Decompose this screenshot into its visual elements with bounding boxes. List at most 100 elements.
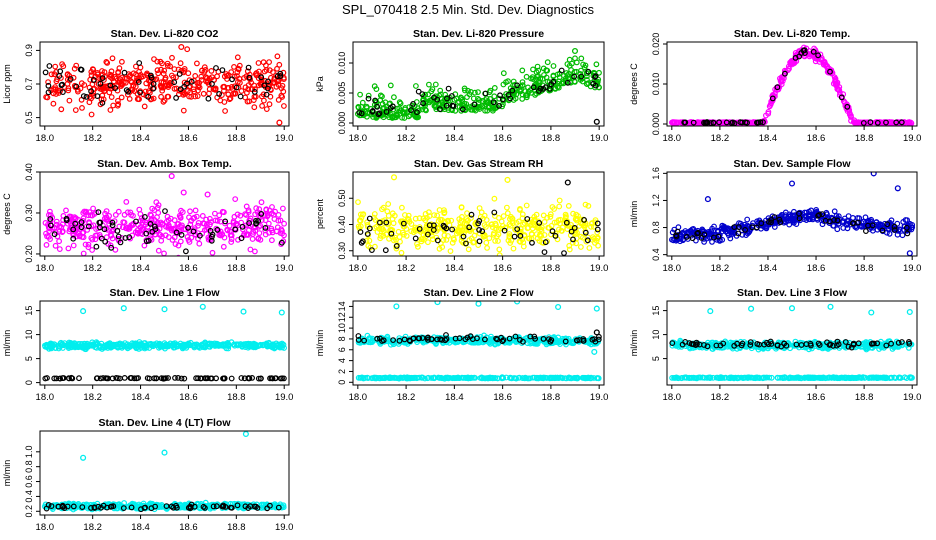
data-point-dark	[903, 224, 910, 231]
data-point-cloud	[582, 201, 589, 208]
data-point-dark	[463, 240, 469, 247]
data-point-cloud	[844, 101, 850, 108]
data-point-cloud	[222, 108, 229, 114]
data-point-cloud	[364, 338, 371, 345]
data-point-low	[547, 375, 553, 382]
outlier-point	[593, 329, 600, 336]
data-point-cloud	[505, 78, 511, 85]
data-point-cloud	[414, 241, 420, 247]
data-point-dark	[221, 375, 228, 382]
data-point-cloud	[496, 252, 503, 256]
data-point-dark	[375, 111, 382, 118]
data-point-cloud	[579, 78, 586, 85]
data-point-cloud	[190, 86, 197, 93]
data-point-cloud	[778, 81, 785, 88]
data-point-cloud	[66, 342, 72, 349]
data-point-cloud	[255, 236, 262, 242]
data-point-cloud	[578, 220, 584, 227]
data-point-cloud	[136, 339, 143, 345]
data-point-cloud	[528, 89, 535, 96]
data-point-cloud	[557, 220, 563, 227]
x-tick-label: 18.2	[711, 133, 730, 144]
data-point-dark	[580, 338, 587, 344]
data-point-dark	[524, 216, 531, 222]
data-point-cloud	[566, 242, 573, 249]
data-point-cloud	[234, 54, 241, 61]
data-point-cloud	[570, 210, 576, 217]
outlier-point	[555, 303, 562, 311]
data-point-cloud	[857, 119, 864, 126]
data-point-cloud	[77, 341, 83, 347]
data-point-cloud	[670, 119, 677, 126]
x-tick-label: 18.6	[807, 392, 826, 403]
data-point-dark	[101, 226, 108, 233]
data-point-cloud	[200, 90, 207, 97]
data-point-cloud	[783, 219, 789, 225]
data-point-dark	[393, 242, 400, 249]
data-point-cloud	[225, 342, 232, 349]
data-point-cloud	[100, 85, 107, 92]
data-point-dark	[109, 219, 116, 226]
data-point-dark	[114, 227, 121, 234]
data-point-dark	[681, 119, 688, 126]
data-point-cloud	[228, 236, 235, 243]
x-tick-label: 18.4	[131, 392, 150, 403]
data-point-cloud	[372, 243, 378, 250]
data-point-dark	[501, 227, 508, 234]
data-point-cloud	[594, 229, 601, 236]
data-point-dark	[815, 212, 821, 219]
data-point-low	[503, 374, 510, 381]
data-point-cloud	[377, 232, 384, 239]
data-point-cloud	[119, 81, 125, 88]
data-point-cloud	[491, 84, 498, 91]
data-point-cloud	[176, 212, 183, 219]
data-point-dark	[471, 101, 478, 108]
data-point-cloud	[516, 238, 523, 245]
data-point-cloud	[548, 222, 555, 229]
data-point-cloud	[130, 83, 137, 89]
data-point-cloud	[902, 119, 909, 126]
data-point-cloud	[388, 341, 394, 348]
data-point-cloud	[578, 244, 584, 250]
data-point-dark	[372, 97, 379, 104]
data-point-cloud	[110, 102, 117, 109]
panel-title: Stan. Dev. Line 3 Flow	[737, 287, 848, 299]
data-point-dark	[758, 220, 765, 227]
data-point-cloud	[199, 67, 205, 74]
outlier-point	[393, 303, 400, 310]
data-point-dark	[536, 87, 542, 94]
data-point-cloud	[76, 233, 83, 240]
data-point-cloud	[387, 82, 394, 89]
data-point-dark	[400, 220, 407, 227]
data-point-dark	[258, 74, 265, 81]
data-point-cloud	[43, 230, 49, 237]
data-point-dark	[396, 337, 403, 344]
data-point-dark	[213, 65, 219, 71]
y-tick-label: 12	[337, 312, 347, 322]
x-tick-label: 18.2	[83, 263, 102, 274]
data-point-cloud	[822, 345, 829, 351]
data-point-dark	[145, 93, 152, 100]
data-point-dark	[815, 52, 821, 59]
data-point-cloud	[413, 83, 419, 89]
data-point-low	[574, 375, 580, 381]
data-point-dark	[116, 375, 123, 382]
data-point-dark	[245, 64, 252, 71]
data-point-dark	[771, 214, 778, 221]
x-tick-label: 18.4	[131, 133, 150, 144]
data-point-cloud	[141, 103, 148, 110]
data-point-dark	[420, 100, 427, 107]
data-point-cloud	[255, 60, 262, 66]
data-point-cloud	[281, 103, 287, 109]
data-point-cloud	[500, 213, 507, 220]
data-point-low	[822, 375, 829, 382]
data-point-dark	[716, 119, 722, 126]
data-point-dark	[100, 375, 106, 381]
data-point-dark	[97, 375, 104, 382]
data-point-dark	[88, 88, 94, 95]
data-point-cloud	[687, 228, 694, 234]
data-point-cloud	[70, 242, 77, 249]
data-point-cloud	[451, 96, 458, 103]
data-point-dark	[390, 337, 397, 344]
